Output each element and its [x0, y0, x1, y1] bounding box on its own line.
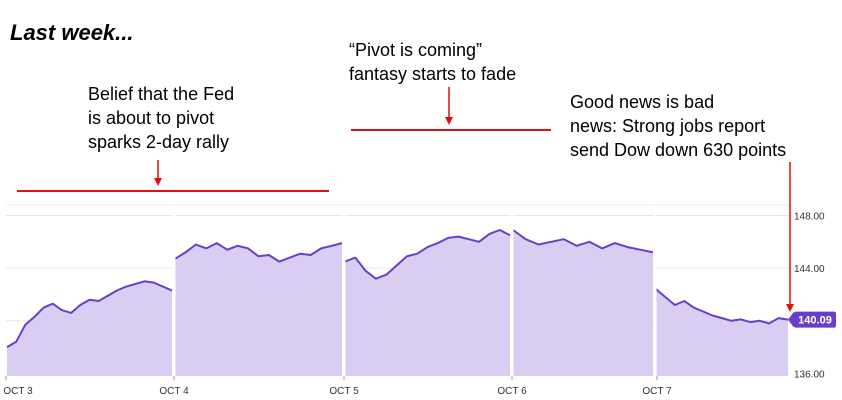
annotation-arrowhead	[154, 178, 162, 186]
x-tick-label: OCT 5	[329, 386, 359, 397]
last-price-badge: 140.09	[788, 311, 836, 328]
series-line	[655, 288, 789, 325]
annotation-line: fantasy starts to fade	[349, 64, 517, 84]
price-badge	[794, 311, 836, 328]
y-tick-label: 144.00	[794, 264, 825, 275]
x-tick-label: OCT 4	[159, 386, 189, 397]
annotation-rally: Belief that the Fed is about to pivot sp…	[88, 82, 234, 154]
annotation-line: Belief that the Fed	[88, 84, 235, 104]
price-badge-label: 140.09	[798, 315, 832, 327]
chart-lines	[6, 229, 789, 348]
x-tick-label: OCT 6	[497, 386, 527, 397]
annotation-pivot-fade: “Pivot is coming” fantasy starts to fade	[349, 38, 516, 86]
day-separators	[172, 205, 657, 376]
annotation-line: send Dow down 630 points	[570, 140, 787, 160]
price-badge-pointer	[788, 311, 794, 328]
y-tick-label: 136.00	[794, 369, 825, 380]
annotation-markers	[17, 87, 794, 312]
annotation-line: sparks 2-day rally	[88, 132, 230, 152]
y-tick-label: 148.00	[794, 212, 825, 223]
x-tick-label: OCT 7	[642, 386, 672, 397]
series-line	[6, 280, 173, 348]
annotation-jobs-report: Good news is bad news: Strong jobs repor…	[570, 90, 786, 162]
series-area	[513, 230, 653, 376]
series-line	[174, 242, 343, 263]
annotation-arrowhead	[786, 304, 794, 312]
annotation-arrowhead	[445, 117, 453, 125]
series-area	[175, 243, 342, 376]
annotation-line: news: Strong jobs report	[570, 116, 766, 136]
page-title: Last week...	[10, 20, 134, 45]
series-line	[512, 229, 654, 254]
series-line	[344, 229, 511, 280]
x-axis-ticks: OCT 3 OCT 4 OCT 5 OCT 6 OCT 7	[3, 376, 672, 397]
chart-areas	[7, 230, 788, 376]
annotation-line: Good news is bad	[570, 92, 715, 112]
x-tick-label: OCT 3	[3, 386, 33, 397]
series-area	[656, 289, 788, 376]
series-area	[7, 281, 172, 376]
annotation-line: “Pivot is coming”	[349, 40, 483, 60]
series-area	[345, 230, 510, 376]
annotation-line: is about to pivot	[88, 108, 215, 128]
